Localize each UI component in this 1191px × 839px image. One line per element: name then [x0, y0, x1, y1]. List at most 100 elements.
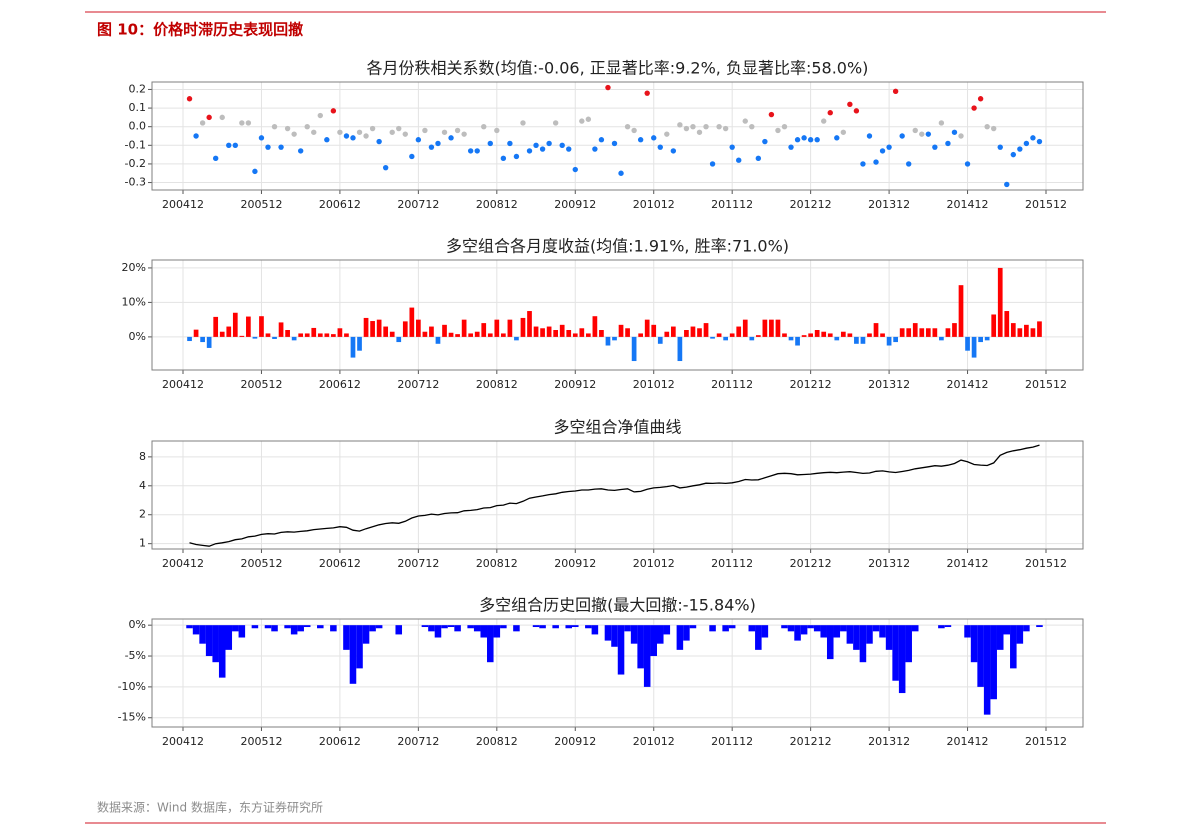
bar [742, 319, 748, 337]
point [971, 105, 977, 111]
chart-title: 各月份秩相关系数(均值:-0.06, 正显著比率:9.2%, 负显著比率:58.… [367, 59, 869, 78]
point [474, 148, 480, 154]
point [775, 127, 781, 134]
point [382, 164, 389, 171]
point [356, 129, 363, 135]
x-tick-label: 200712 [397, 198, 439, 211]
point [324, 137, 330, 143]
bar [527, 311, 532, 337]
point [520, 120, 526, 126]
bar [748, 625, 756, 632]
point [186, 96, 193, 102]
point [239, 120, 245, 126]
bar [643, 625, 651, 687]
y-tick-label: -10% [118, 680, 146, 693]
bar [964, 625, 971, 638]
bar [199, 625, 206, 644]
bar [761, 625, 769, 638]
bar [238, 625, 246, 638]
point [683, 125, 690, 132]
bar [226, 326, 232, 337]
bar [638, 333, 644, 337]
bar [337, 328, 343, 337]
x-tick-label: 200912 [554, 735, 596, 748]
x-tick-label: 201012 [633, 557, 675, 570]
bar [421, 625, 429, 628]
bar [448, 332, 454, 337]
bar [331, 334, 336, 337]
point [258, 135, 265, 141]
point [245, 120, 252, 126]
source-note: 数据来源：Wind 数据库，东方证券研究所 [97, 800, 323, 815]
bar [317, 625, 324, 629]
bar [585, 333, 591, 337]
point [696, 129, 703, 135]
bar [481, 323, 487, 337]
bar [416, 319, 421, 337]
bar [264, 625, 272, 629]
x-tick-label: 201512 [1025, 735, 1067, 748]
bar [611, 625, 618, 647]
bar [246, 316, 251, 337]
bar [200, 336, 205, 343]
bar [728, 625, 736, 629]
point [199, 120, 206, 126]
bar [572, 333, 578, 337]
point [592, 146, 598, 152]
point [755, 155, 762, 162]
point [932, 144, 938, 150]
x-tick-label: 201012 [633, 198, 675, 211]
point [566, 146, 572, 152]
point [415, 137, 422, 143]
bar [997, 267, 1003, 337]
bar [474, 331, 480, 337]
x-tick-label: 200812 [476, 378, 518, 391]
bar [187, 336, 192, 342]
bar [356, 625, 363, 669]
point [892, 88, 899, 95]
bar [303, 625, 311, 628]
x-tick-label: 201512 [1025, 198, 1067, 211]
point [637, 137, 644, 143]
point [513, 153, 520, 160]
bar [912, 323, 918, 337]
bar [259, 316, 264, 337]
point [631, 127, 637, 134]
bar [631, 336, 637, 362]
bar [879, 625, 886, 638]
point [722, 125, 729, 132]
bar [362, 625, 370, 644]
bar [970, 625, 978, 663]
x-tick-label: 200712 [397, 378, 439, 391]
x-tick-label: 200612 [319, 378, 361, 391]
point [441, 129, 448, 135]
point [736, 157, 742, 163]
point [977, 96, 984, 102]
x-tick-label: 201112 [711, 557, 753, 570]
bar [886, 336, 892, 346]
bar [473, 625, 481, 632]
bar [396, 336, 402, 343]
bar [206, 336, 212, 348]
point [677, 122, 683, 128]
x-tick-label: 201112 [711, 378, 753, 391]
bar [1004, 311, 1010, 337]
bar [958, 285, 964, 337]
bar [709, 625, 716, 632]
bar [349, 625, 357, 684]
point [618, 170, 624, 176]
bar [291, 336, 297, 341]
bar [395, 625, 403, 635]
bar [971, 336, 977, 358]
bar [853, 625, 860, 650]
y-tick-label: -0.1 [125, 138, 146, 151]
x-tick-label: 200912 [554, 378, 596, 391]
bar [278, 322, 284, 337]
x-tick-label: 201412 [947, 378, 989, 391]
bar [429, 326, 434, 337]
bar [827, 333, 833, 337]
x-tick-label: 200812 [476, 735, 518, 748]
bar [1036, 625, 1043, 628]
bar [205, 625, 213, 657]
plot-frame [151, 259, 1084, 371]
